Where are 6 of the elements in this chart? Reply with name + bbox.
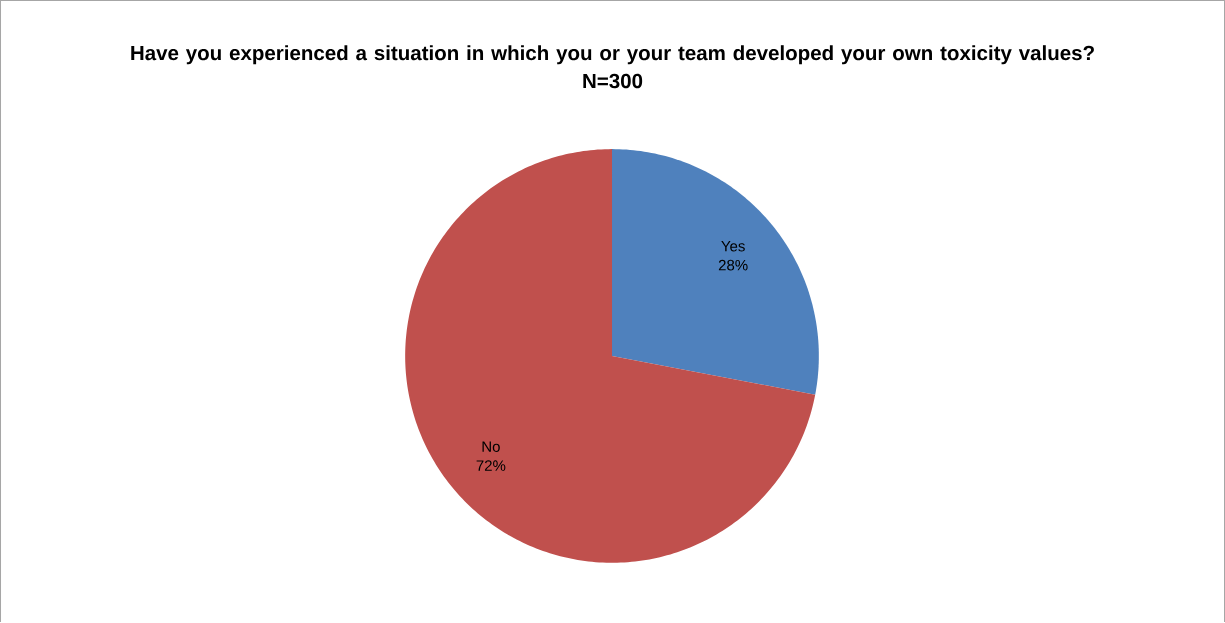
chart-subtitle: N=300 (583, 73, 643, 89)
slice-label: Yes (721, 241, 745, 252)
data-label: 72% (476, 460, 506, 472)
slice-label: No (482, 441, 500, 453)
chart-title: Have you experienced a situation in which you or your team developed your own toxicity values? (131, 45, 1094, 65)
data-label: 28% (718, 260, 748, 271)
